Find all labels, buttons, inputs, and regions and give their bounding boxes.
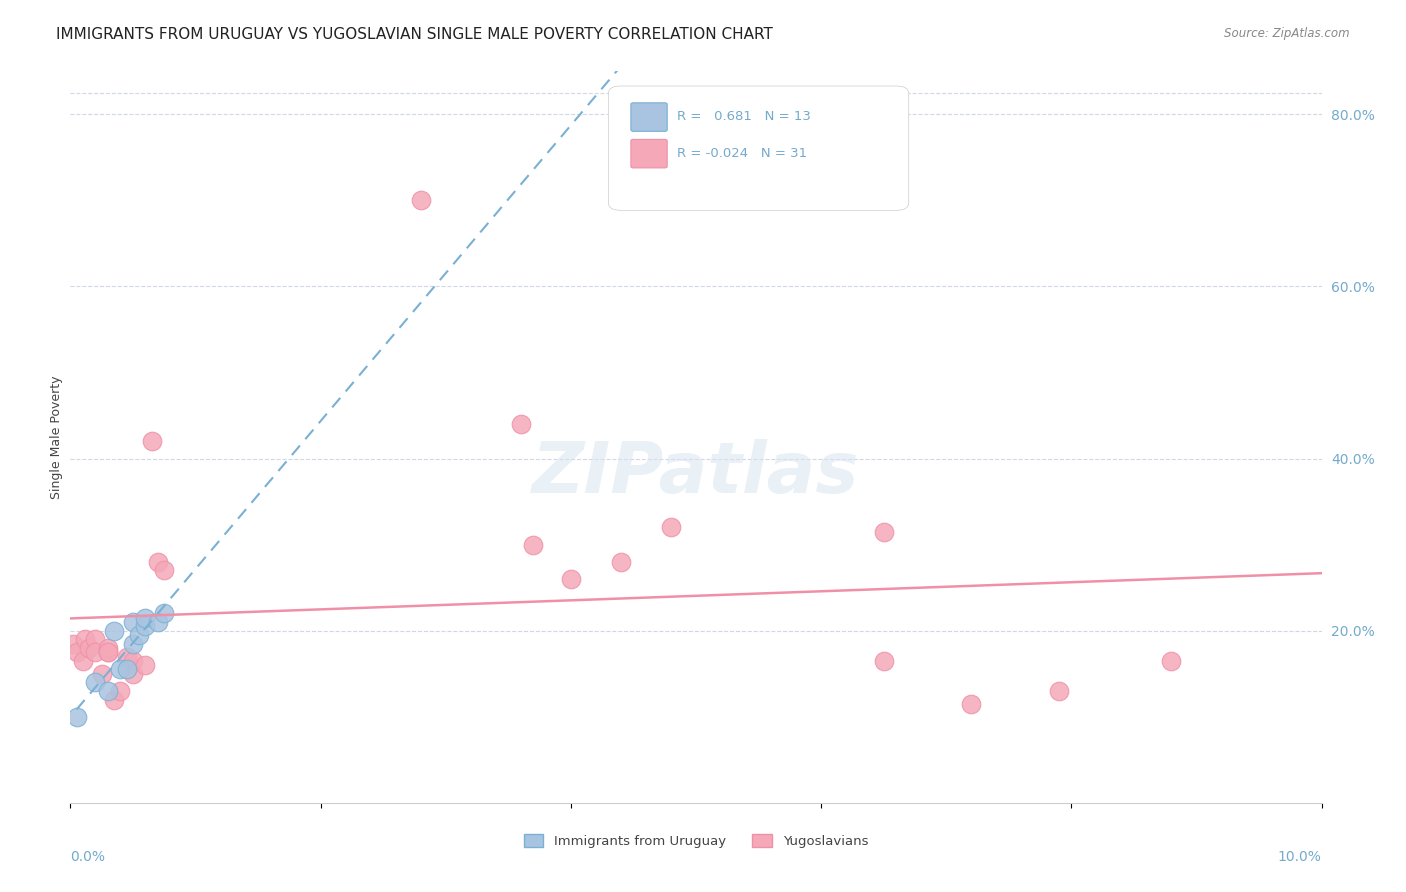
Point [134,658,156,673]
Point [1160,654,1182,668]
FancyBboxPatch shape [631,139,668,168]
Point [121,654,145,668]
Point [77,640,100,655]
Point [872,654,894,668]
Point [72,654,94,668]
Text: IMMIGRANTS FROM URUGUAY VS YUGOSLAVIAN SINGLE MALE POVERTY CORRELATION CHART: IMMIGRANTS FROM URUGUAY VS YUGOSLAVIAN S… [56,27,773,42]
Point [560,572,582,586]
Point [134,611,156,625]
Text: 0.0%: 0.0% [70,850,105,864]
Text: Source: ZipAtlas.com: Source: ZipAtlas.com [1225,27,1350,40]
Point [97,640,120,655]
Point [128,628,150,642]
Point [522,538,544,552]
Point [65,710,87,724]
Point [84,675,107,690]
Text: R = -0.024   N = 31: R = -0.024 N = 31 [678,147,807,160]
Point [97,645,120,659]
Point [146,555,169,569]
Point [509,417,531,432]
Text: 10.0%: 10.0% [1278,850,1322,864]
Point [97,645,120,659]
Point [141,434,163,449]
Point [84,645,107,659]
Point [84,632,107,647]
Point [146,615,169,629]
Point [62,637,84,651]
Legend: Immigrants from Uruguay, Yugoslavians: Immigrants from Uruguay, Yugoslavians [517,827,875,855]
Point [134,619,156,633]
FancyBboxPatch shape [631,103,668,131]
Y-axis label: Single Male Poverty: Single Male Poverty [51,376,63,499]
Point [659,520,682,534]
Point [1047,684,1070,698]
Point [110,662,132,676]
Text: ZIPatlas: ZIPatlas [533,439,859,508]
Point [75,632,97,647]
Point [110,684,132,698]
Point [103,624,125,638]
Point [409,194,432,208]
Point [90,666,112,681]
Point [115,649,138,664]
Point [65,645,87,659]
Point [97,684,120,698]
Text: R =   0.681   N = 13: R = 0.681 N = 13 [678,111,811,123]
Point [121,615,145,629]
FancyBboxPatch shape [609,86,908,211]
Point [153,607,176,621]
Point [115,662,138,676]
Point [153,564,176,578]
Point [103,692,125,706]
Point [872,524,894,539]
Point [121,666,145,681]
Point [121,637,145,651]
Point [610,555,633,569]
Point [960,697,983,711]
